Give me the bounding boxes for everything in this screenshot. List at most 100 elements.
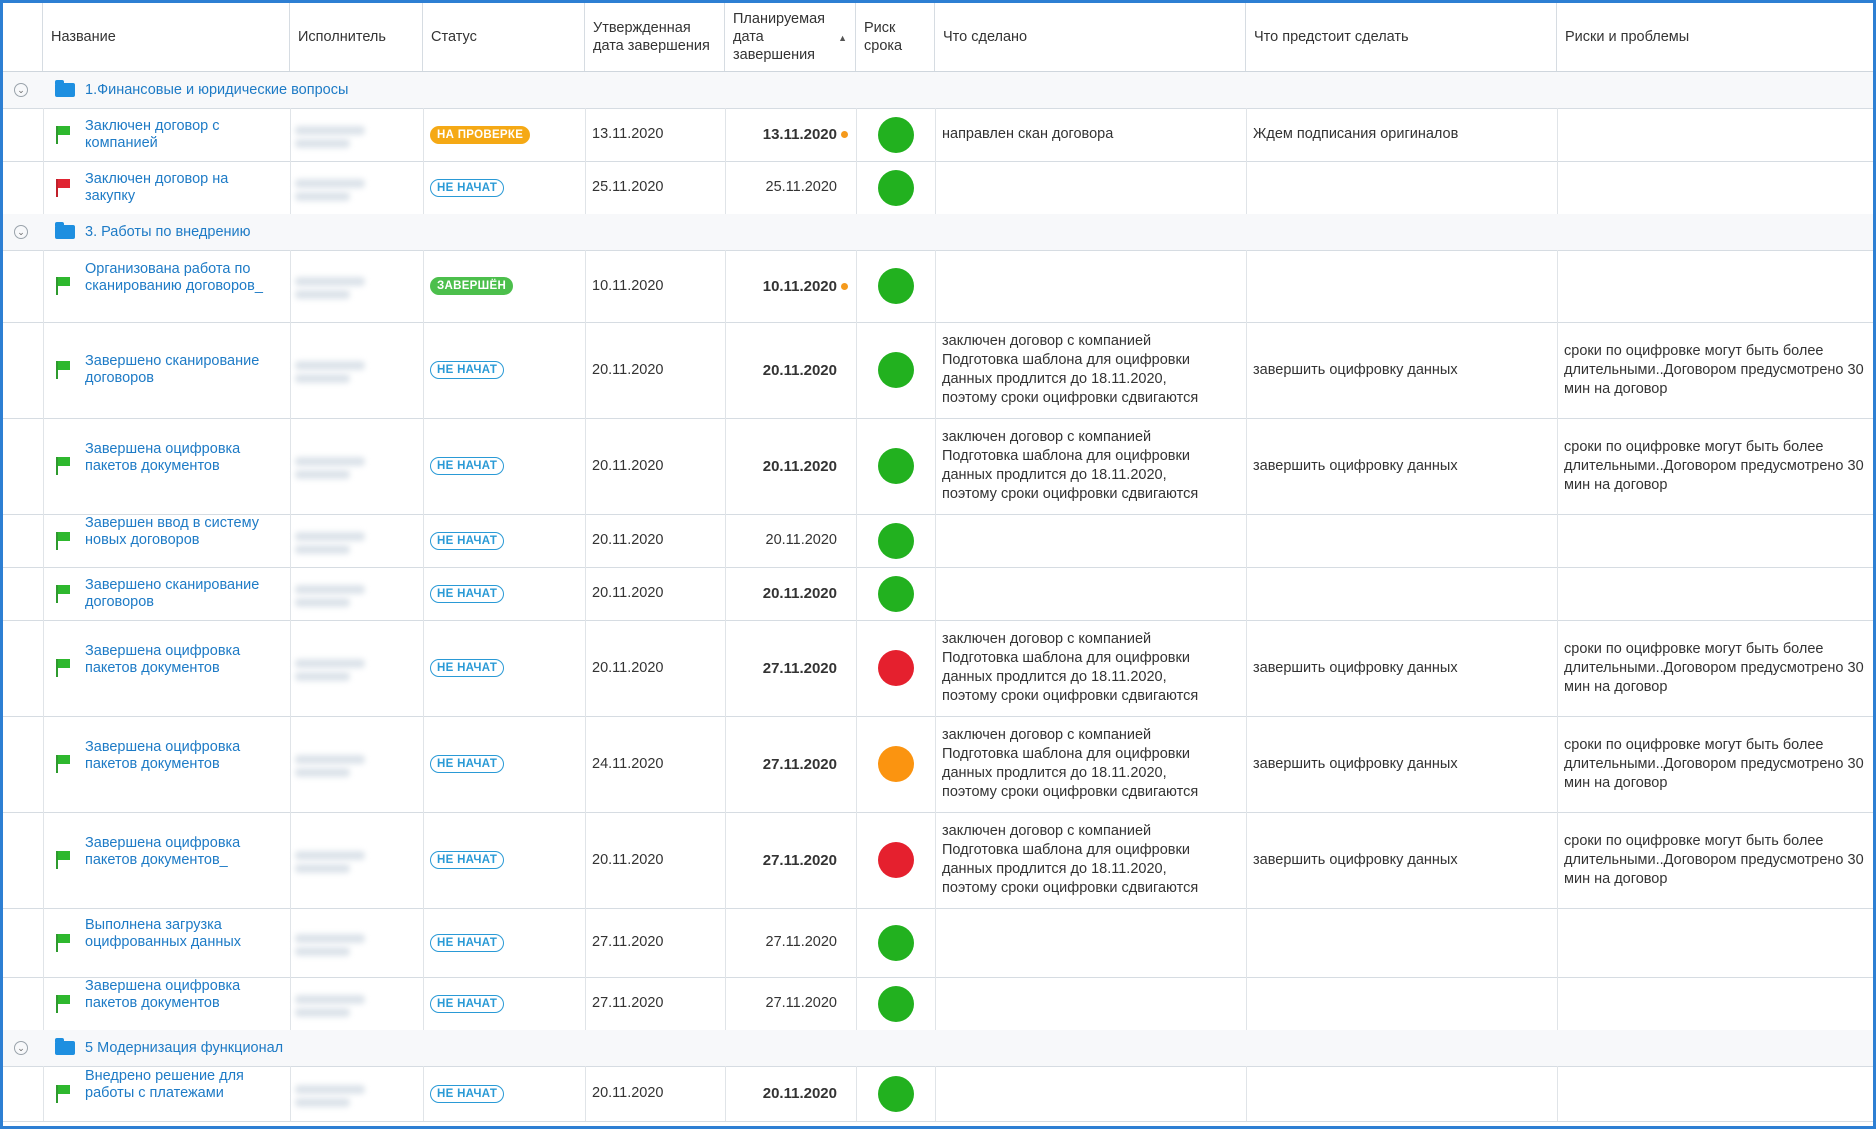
column-divider	[290, 514, 291, 567]
task-name-link[interactable]: Завершена оцифровка пакетов документов	[85, 643, 275, 677]
status-badge: НЕ НАЧАТ	[430, 585, 505, 603]
risk-indicator-icon	[878, 1076, 914, 1112]
risk-indicator-icon	[878, 523, 914, 559]
column-divider	[290, 322, 291, 418]
column-divider	[935, 620, 936, 716]
column-divider	[43, 812, 44, 908]
column-divider	[1557, 108, 1558, 161]
task-name-link[interactable]: Заключен договор с компанией	[85, 118, 275, 152]
planned-date: 27.11.2020	[762, 852, 837, 869]
task-row[interactable]: Завершена оцифровка пакетов документов НЕ…	[3, 716, 1873, 813]
task-row[interactable]: Завершена оцифровка пакетов документов НЕ…	[3, 620, 1873, 717]
column-divider	[1246, 250, 1247, 322]
task-row[interactable]: Внедрено решение для работы с платежами Н…	[3, 1066, 1873, 1122]
header-planned-date[interactable]: Планируемая дата завершения ▲	[725, 3, 856, 71]
task-row[interactable]: Завершено сканирование договоров НЕ НАЧАТ…	[3, 322, 1873, 419]
column-divider	[290, 250, 291, 322]
folder-icon	[55, 1038, 75, 1055]
group-title[interactable]: 1.Финансовые и юридические вопросы	[85, 82, 349, 98]
collapse-toggle-icon[interactable]: ⌄	[14, 83, 28, 97]
column-divider	[585, 161, 586, 214]
column-divider	[423, 418, 424, 514]
approved-date: 20.11.2020	[592, 852, 664, 868]
planned-date: 20.11.2020	[762, 1085, 837, 1102]
task-row[interactable]: Организована работа по сканированию дого…	[3, 250, 1873, 323]
group-row[interactable]: ⌄ 3. Работы по внедрению	[3, 214, 1873, 251]
task-name-link[interactable]: Завершен ввод в систему новых договоров	[85, 515, 275, 549]
column-divider	[43, 620, 44, 716]
executor-redacted	[295, 751, 375, 781]
column-divider	[725, 716, 726, 812]
column-divider	[423, 908, 424, 977]
column-divider	[1246, 908, 1247, 977]
task-row[interactable]: Выполнена загрузка оцифрованных данных НЕ…	[3, 908, 1873, 978]
collapse-toggle-icon[interactable]: ⌄	[14, 225, 28, 239]
group-row[interactable]: ⌄ 1.Финансовые и юридические вопросы	[3, 72, 1873, 109]
column-divider	[1246, 161, 1247, 214]
planned-date: 20.11.2020	[762, 458, 837, 475]
task-row[interactable]: Завершена оцифровка пакетов документов НЕ…	[3, 418, 1873, 515]
planned-date: 20.11.2020	[765, 532, 838, 548]
column-divider	[290, 812, 291, 908]
column-divider	[585, 977, 586, 1030]
risks-text: сроки по оцифровке могут быть более длит…	[1564, 439, 1864, 493]
column-divider	[856, 620, 857, 716]
task-name-link[interactable]: Завершено сканирование договоров	[85, 577, 275, 611]
collapse-toggle-icon[interactable]: ⌄	[14, 1041, 28, 1055]
header-todo[interactable]: Что предстоит сделать	[1246, 3, 1557, 71]
task-row[interactable]: Завершена оцифровка пакетов документов НЕ…	[3, 977, 1873, 1031]
done-text: заключен договор с компанией Подготовка …	[942, 631, 1199, 704]
header-done[interactable]: Что сделано	[935, 3, 1246, 71]
task-name-link[interactable]: Завершена оцифровка пакетов документов	[85, 441, 275, 475]
column-divider	[856, 812, 857, 908]
header-executor[interactable]: Исполнитель	[290, 3, 423, 71]
column-divider	[585, 716, 586, 812]
task-name-link[interactable]: Завершено сканирование договоров	[85, 353, 275, 387]
risk-indicator-icon	[878, 986, 914, 1022]
task-name-link[interactable]: Внедрено решение для работы с платежами	[85, 1068, 275, 1102]
header-approved-date[interactable]: Утвержденная дата завершения	[585, 3, 725, 71]
risk-indicator-icon	[878, 117, 914, 153]
planned-date: 27.11.2020	[765, 995, 838, 1011]
task-row[interactable]: Завершена оцифровка пакетов документов_ Н…	[3, 812, 1873, 909]
approved-date: 20.11.2020	[592, 585, 664, 601]
group-title[interactable]: 5 Модернизация функционал	[85, 1040, 284, 1056]
column-divider	[856, 567, 857, 620]
task-name-link[interactable]: Организована работа по сканированию дого…	[85, 261, 275, 295]
task-name-text: Внедрено решение для работы с платежами	[85, 1068, 244, 1101]
task-row[interactable]: Завершен ввод в систему новых договоров Н…	[3, 514, 1873, 568]
column-divider	[856, 514, 857, 567]
column-divider	[585, 567, 586, 620]
group-title[interactable]: 3. Работы по внедрению	[85, 224, 251, 240]
column-divider	[290, 161, 291, 214]
column-divider	[1557, 418, 1558, 514]
task-name-link[interactable]: Заключен договор на закупку	[85, 171, 275, 205]
column-divider	[585, 1066, 586, 1121]
header-risks[interactable]: Риски и проблемы	[1565, 28, 1690, 45]
column-divider	[43, 567, 44, 620]
header-name[interactable]: Название	[43, 3, 290, 71]
task-name-text: Завершена оцифровка пакетов документов_	[85, 835, 241, 868]
task-row[interactable]: Заключен договор на закупку НЕ НАЧАТ 25.11…	[3, 161, 1873, 215]
executor-redacted	[295, 847, 375, 877]
column-divider	[1246, 567, 1247, 620]
column-divider	[423, 250, 424, 322]
group-row[interactable]: ⌄ 5 Модернизация функционал	[3, 1030, 1873, 1067]
header-risk[interactable]: Риск срока	[856, 3, 935, 71]
task-name-link[interactable]: Завершена оцифровка пакетов документов	[85, 978, 275, 1012]
column-divider	[1246, 1066, 1247, 1121]
task-row[interactable]: Завершено сканирование договоров НЕ НАЧАТ…	[3, 567, 1873, 621]
done-text: заключен договор с компанией Подготовка …	[942, 727, 1199, 800]
risk-indicator-icon	[878, 352, 914, 388]
column-divider	[935, 716, 936, 812]
task-name-link[interactable]: Завершена оцифровка пакетов документов	[85, 739, 275, 773]
task-name-text: Завершена оцифровка пакетов документов	[85, 739, 241, 772]
column-divider	[1246, 812, 1247, 908]
header-status[interactable]: Статус	[423, 3, 585, 71]
done-text: направлен скан договора	[942, 126, 1114, 142]
task-name-link[interactable]: Выполнена загрузка оцифрованных данных	[85, 917, 275, 951]
column-divider	[423, 812, 424, 908]
task-name-link[interactable]: Завершена оцифровка пакетов документов_	[85, 835, 275, 869]
task-row[interactable]: Заключен договор с компанией НА ПРОВЕРКЕ 1…	[3, 108, 1873, 162]
